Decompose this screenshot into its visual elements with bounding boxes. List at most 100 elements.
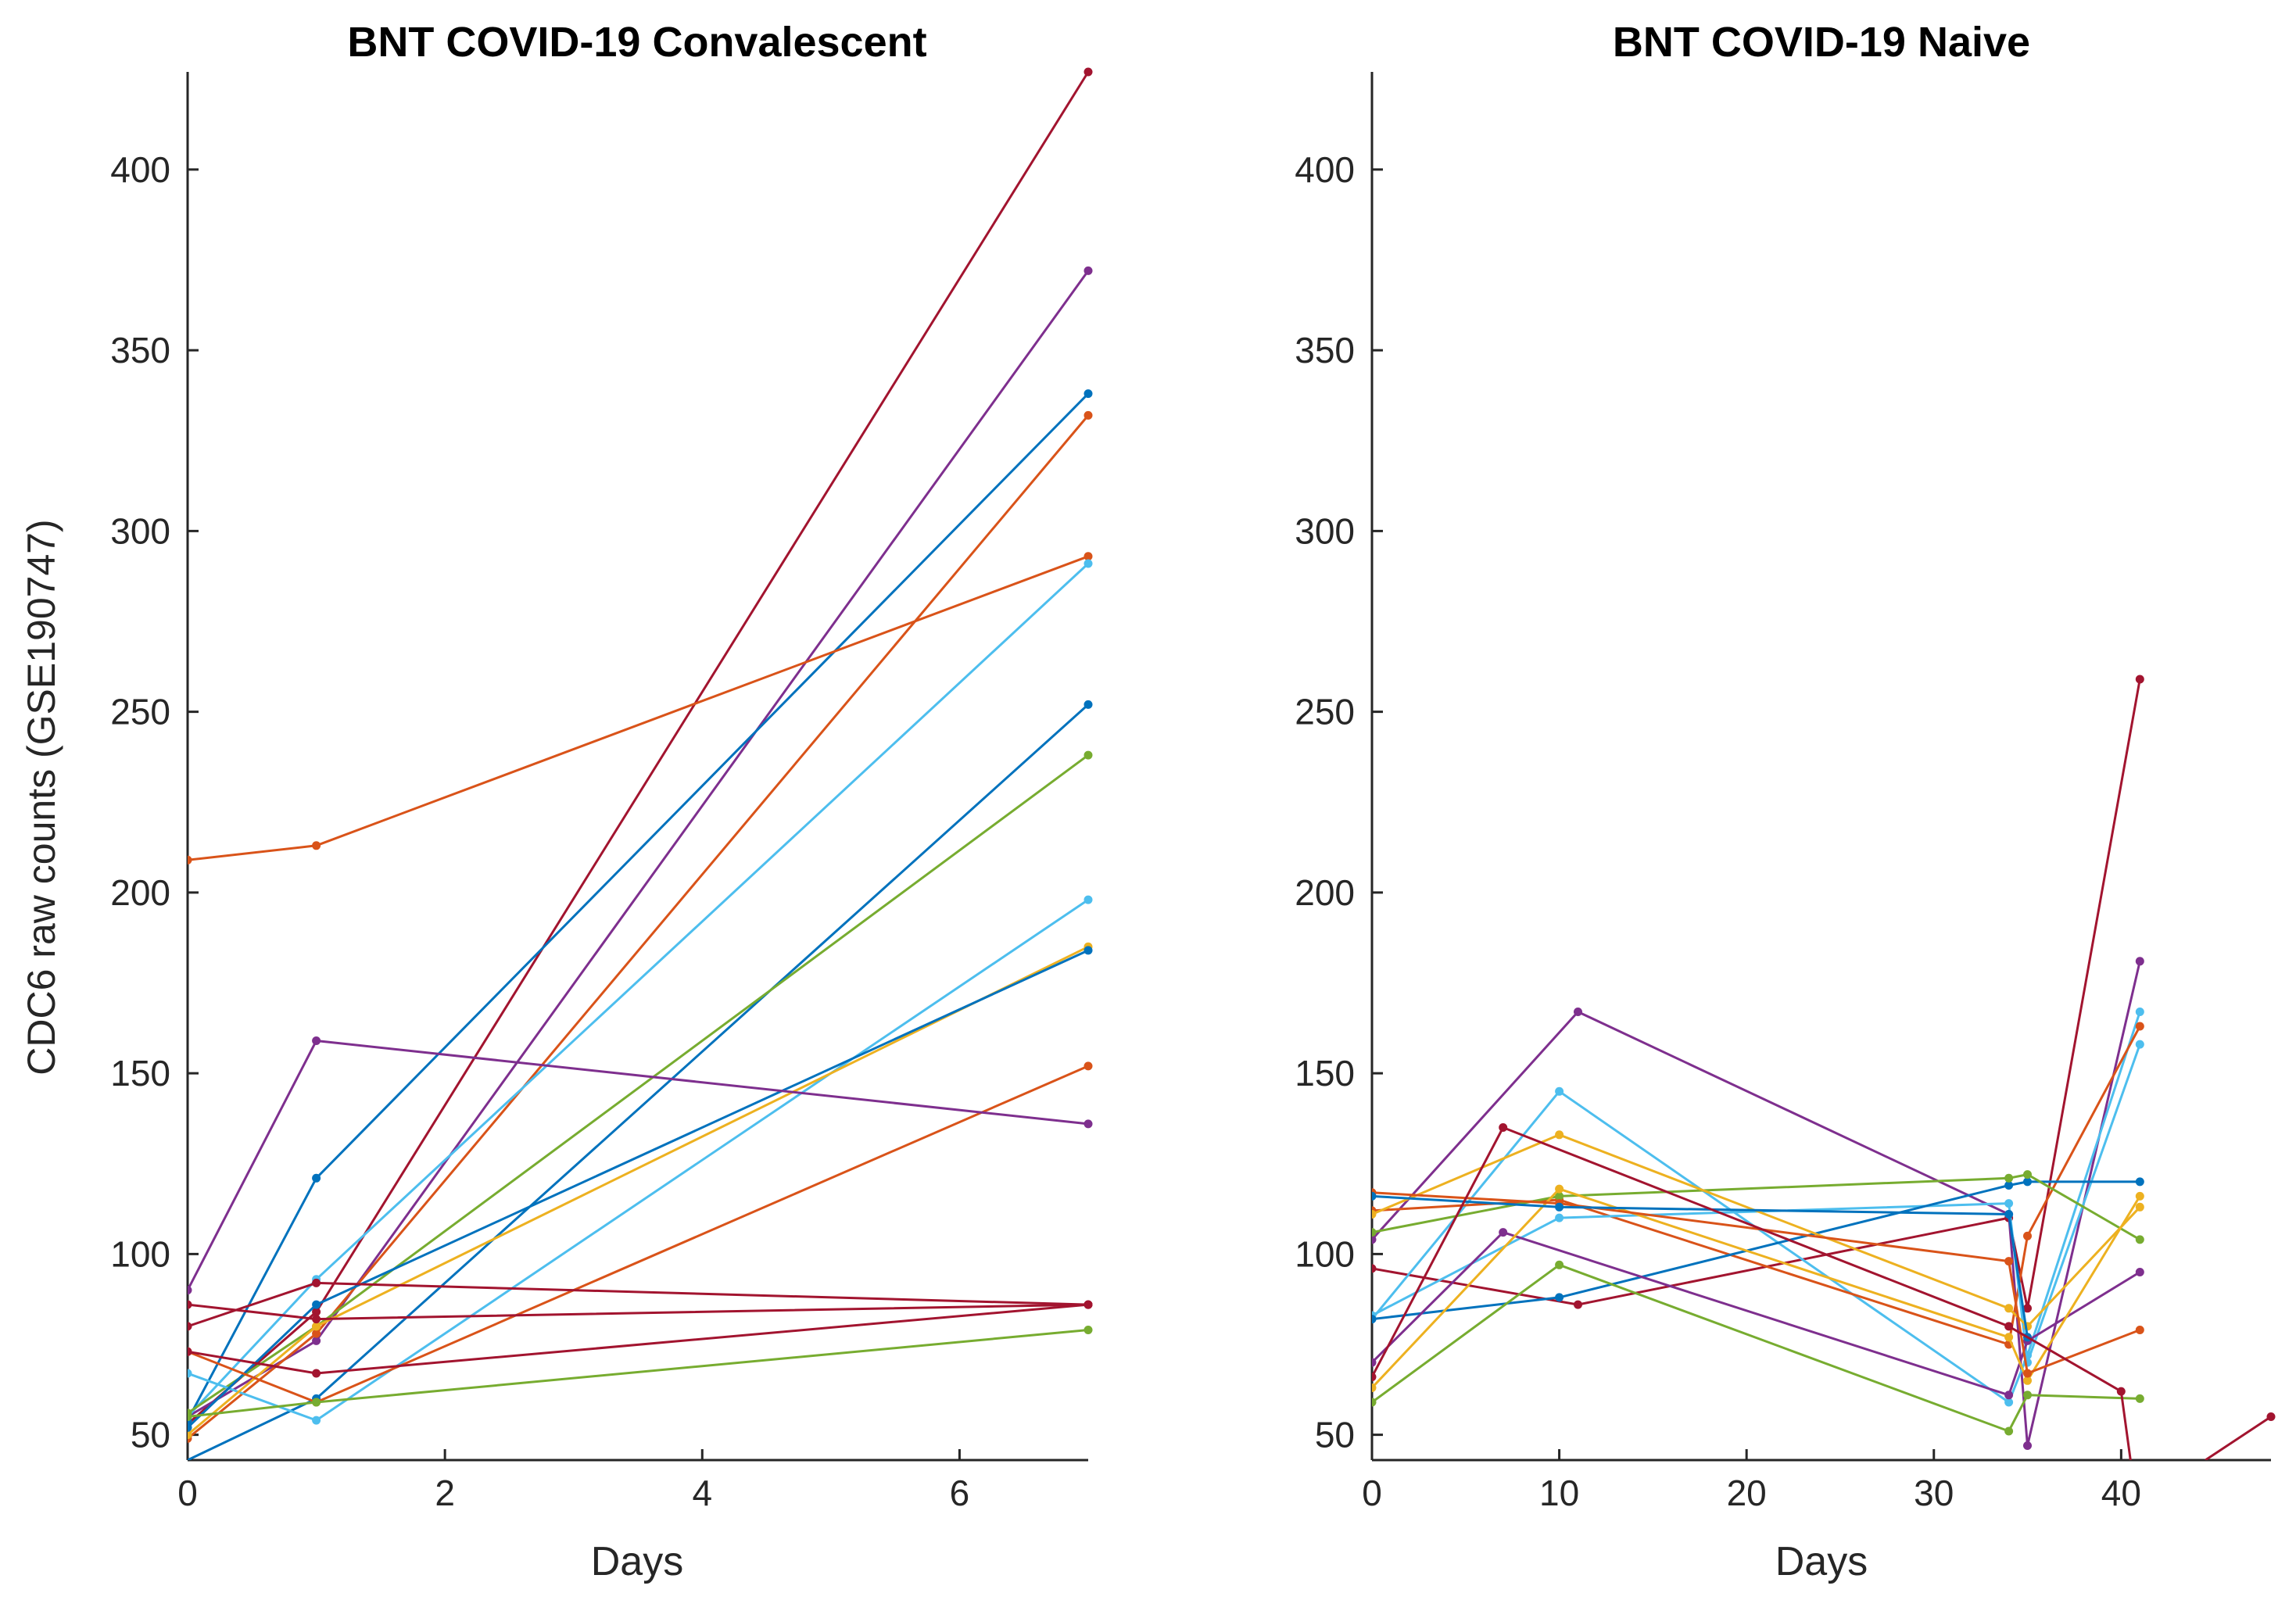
data-point-s1 (312, 1307, 321, 1316)
data-point-n3 (2135, 1008, 2144, 1016)
data-point-s4 (312, 1329, 321, 1338)
y-tick-label: 400 (1295, 149, 1355, 190)
data-point-n10 (2135, 1268, 2144, 1276)
data-point-s4 (1084, 410, 1093, 420)
data-point-n2 (1372, 1235, 1377, 1244)
data-point-n8 (2135, 1202, 2144, 1212)
y-tick-label: 150 (110, 1053, 170, 1094)
data-point-s15 (1084, 1326, 1093, 1334)
data-point-s12 (1084, 1061, 1093, 1071)
data-point-s9 (188, 1369, 192, 1378)
x-axis-label: Days (591, 1539, 683, 1584)
data-point-n10 (1499, 1228, 1508, 1237)
data-point-s8 (1084, 750, 1093, 760)
data-point-s6 (1084, 559, 1093, 568)
data-point-s10 (188, 1430, 192, 1440)
data-point-s16 (188, 1322, 192, 1331)
data-point-n2 (2135, 957, 2144, 966)
y-tick-label: 50 (131, 1415, 170, 1455)
data-point-n6 (1372, 1315, 1377, 1324)
x-tick-label: 20 (1727, 1473, 1767, 1513)
series-group (188, 67, 1093, 1460)
y-tick-label: 300 (110, 510, 170, 551)
data-point-n14 (1499, 1123, 1508, 1132)
series-line-s1 (188, 71, 1090, 1425)
data-point-n9 (2135, 1394, 2144, 1403)
data-point-n14 (2004, 1322, 2014, 1331)
y-tick-label: 200 (1295, 872, 1355, 913)
data-point-n13 (2004, 1210, 2014, 1219)
data-point-s14 (312, 1315, 321, 1324)
data-point-n8 (1555, 1130, 1564, 1140)
series-line-s12 (188, 1065, 1089, 1404)
data-point-s2 (1084, 266, 1093, 275)
data-point-n7 (1555, 1191, 1564, 1201)
x-tick-label: 2 (435, 1473, 455, 1513)
data-point-s11 (188, 1423, 192, 1432)
data-point-s11 (312, 1300, 321, 1309)
data-point-n11 (2023, 1376, 2032, 1385)
data-point-n9 (1372, 1398, 1377, 1407)
data-point-n11 (2135, 1191, 2144, 1201)
series-line-s11 (188, 949, 1089, 1429)
data-point-n1 (2135, 675, 2144, 684)
series-line-s5 (188, 555, 1089, 861)
data-point-n8 (1372, 1210, 1377, 1219)
data-point-n4 (2023, 1231, 2032, 1240)
data-point-n6 (2004, 1181, 2014, 1190)
data-point-n9 (2004, 1426, 2014, 1436)
data-point-s9 (312, 1416, 321, 1425)
data-point-n8 (2004, 1304, 2014, 1313)
series-line-s4 (188, 414, 1090, 1440)
data-point-s9 (1084, 895, 1093, 904)
data-point-s13 (188, 1286, 192, 1295)
series-line-s10 (188, 945, 1089, 1436)
data-point-n7 (2023, 1170, 2032, 1179)
y-tick-label: 100 (110, 1233, 170, 1274)
data-point-s3 (1084, 389, 1093, 399)
data-point-n6 (1555, 1293, 1564, 1302)
data-point-s13 (1084, 1119, 1093, 1129)
data-point-n9 (1555, 1260, 1564, 1269)
y-tick-label: 350 (1295, 330, 1355, 370)
data-point-s3 (312, 1173, 321, 1183)
data-point-n9 (2023, 1391, 2032, 1400)
data-point-n11 (1555, 1184, 1564, 1194)
y-tick-label: 200 (110, 872, 170, 913)
y-tick-label: 250 (110, 692, 170, 732)
data-point-s7 (1084, 700, 1093, 709)
y-tick-label: 300 (1295, 510, 1355, 551)
data-point-n1 (1574, 1300, 1582, 1309)
data-point-n14 (1372, 1373, 1377, 1382)
data-point-n13 (1555, 1202, 1564, 1212)
data-point-s13 (312, 1036, 321, 1045)
data-point-n5 (1555, 1213, 1564, 1222)
chart-title: BNT COVID-19 Naive (1613, 19, 2030, 66)
data-point-s2 (312, 1336, 321, 1345)
data-point-s16 (312, 1278, 321, 1287)
data-point-n12 (2023, 1369, 2032, 1378)
data-point-n7 (2004, 1173, 2014, 1183)
data-point-n5 (2135, 1040, 2144, 1049)
y-tick-label: 350 (110, 330, 170, 370)
series-line-s13 (188, 1040, 1089, 1291)
data-point-s5 (1084, 552, 1093, 561)
series-line-s8 (188, 753, 1089, 1415)
x-tick-label: 30 (1914, 1473, 1954, 1513)
data-point-s10 (312, 1322, 321, 1331)
x-tick-label: 40 (2101, 1473, 2141, 1513)
data-point-s5 (188, 855, 192, 864)
y-tick-label: 50 (1315, 1415, 1355, 1455)
data-point-n4 (2135, 1022, 2144, 1031)
series-line-n1 (1372, 678, 2141, 1310)
data-point-n1 (2023, 1304, 2032, 1313)
x-tick-label: 4 (692, 1473, 712, 1513)
data-point-n14 (2116, 1387, 2126, 1396)
data-point-n5 (2004, 1199, 2014, 1208)
x-axis-label: Days (1775, 1539, 1868, 1584)
data-point-s17 (312, 1369, 321, 1378)
data-point-n7 (2135, 1235, 2144, 1244)
data-point-s15 (188, 1412, 192, 1421)
series-line-n15 (2205, 1416, 2272, 1460)
